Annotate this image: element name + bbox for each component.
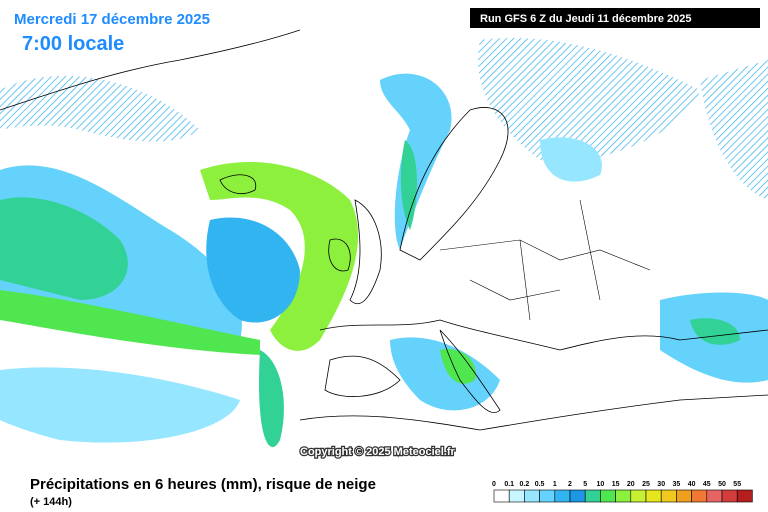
legend-label: 15 — [612, 481, 620, 488]
footer-title: Précipitations en 6 heures (mm), risque … — [30, 476, 376, 493]
legend-swatch — [676, 489, 692, 503]
legend-label: 45 — [703, 481, 711, 488]
legend-label: 5 — [583, 481, 587, 488]
legend-swatch — [706, 489, 723, 503]
legend-label: 55 — [733, 481, 741, 488]
legend-swatch — [645, 489, 662, 503]
legend-label: 2 — [568, 481, 572, 488]
run-box — [470, 8, 760, 28]
legend-label: 0.1 — [504, 481, 514, 488]
legend-swatch — [600, 489, 616, 503]
legend-label: 40 — [688, 481, 696, 488]
legend-label: 10 — [597, 481, 605, 488]
legend-swatch — [493, 489, 510, 503]
map-date: Mercredi 17 décembre 2025 — [14, 11, 210, 28]
legend-label: 35 — [673, 481, 681, 488]
legend-label: 30 — [657, 481, 665, 488]
legend-label: 0.5 — [535, 481, 545, 488]
legend-swatch — [736, 489, 753, 503]
legend-label: 20 — [627, 481, 635, 488]
legend-label: 25 — [642, 481, 650, 488]
legend-swatch — [554, 489, 571, 503]
legend-swatch — [584, 489, 601, 503]
legend-swatch — [721, 489, 738, 503]
legend-swatch — [539, 489, 556, 503]
legend-label: 1 — [553, 481, 557, 488]
copyright: Copyright © 2025 Meteociel.fr — [300, 446, 456, 458]
legend-swatch — [569, 489, 586, 503]
legend-label: 0 — [492, 481, 496, 488]
legend-swatch — [615, 489, 632, 503]
coastlines — [0, 29, 768, 431]
legend-swatch — [691, 489, 708, 503]
precipitation — [0, 38, 768, 448]
run-label: Run GFS 6 Z du Jeudi 11 décembre 2025 — [480, 13, 692, 25]
legend-swatch — [524, 489, 540, 503]
legend-swatch — [508, 489, 525, 503]
legend-swatch — [660, 489, 677, 503]
legend-label: 0.2 — [520, 481, 530, 488]
legend-swatch — [630, 489, 647, 503]
map-time: 7:00 locale — [22, 33, 124, 55]
legend: 0 0.1 0.2 0.5 1 2 5 10 15 20 25 30 35 40 45 50 55 — [492, 481, 753, 503]
legend-label: 50 — [718, 481, 726, 488]
footer-lead: (+ 144h) — [30, 496, 72, 508]
